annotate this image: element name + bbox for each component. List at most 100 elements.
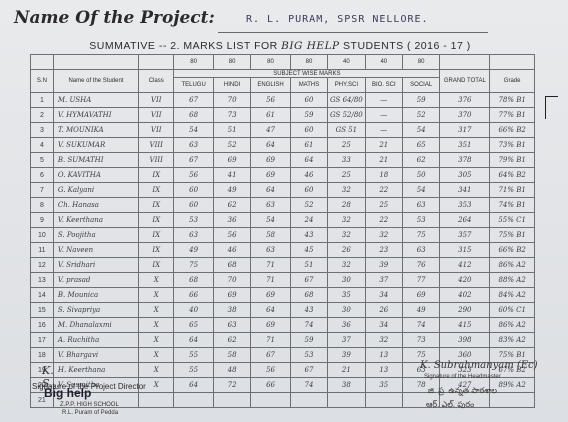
cell-name: O. KAVITHA: [52, 167, 140, 183]
cell-class: VIII: [138, 137, 175, 153]
cell-hindi: 62: [212, 197, 252, 213]
cell-english: 69: [250, 152, 291, 168]
cell-bio-sci: 21: [364, 152, 403, 168]
stamp-line-2: R.L. Puram of Pedda: [62, 410, 119, 416]
table-row: 16 M. Dhanalaxmi X 65 63 69 74 36 34 74 415 86% A2: [30, 317, 535, 333]
cell-hindi: 36: [212, 212, 252, 228]
cell-name: T. MOUNIKA: [52, 122, 140, 138]
cell-class: X: [138, 332, 175, 348]
cell-sn: 17: [30, 332, 54, 348]
cell-social: 59: [401, 92, 441, 108]
cell-telugu: 64: [173, 332, 214, 348]
cell-english: 64: [250, 137, 291, 153]
cell-maths: 59: [289, 107, 329, 123]
cell-class: IX: [138, 257, 175, 273]
cell-phy-sci: GS 51: [327, 122, 366, 138]
cell-bio-sci: 13: [364, 347, 403, 363]
table-row: 11 V. Naveen IX 49 46 63 45 26 23 63 315 66% B2: [30, 242, 535, 258]
cell-class: IX: [138, 167, 175, 183]
cell-phy-sci: 32: [327, 212, 366, 228]
cell-maths: 60: [289, 92, 329, 108]
cell-name: A. Ruchitha: [52, 332, 140, 348]
cell-telugu: 63: [173, 137, 214, 153]
cell-telugu: [173, 392, 214, 408]
cell-class: VII: [138, 92, 175, 108]
cell-name: B. SUMATHI: [52, 152, 140, 168]
col-header-name: Name of the Student: [52, 69, 140, 93]
headmaster-signature-block: K. Subrahmanyam (Ec) Signature of the He…: [418, 360, 558, 420]
project-name: R. L. PURAM, SPSR NELLORE.: [246, 14, 429, 25]
cell-maths: 67: [289, 362, 329, 378]
cell-telugu: 75: [173, 257, 214, 273]
director-signature-label: Signature of the Project Director: [32, 382, 146, 391]
cell-phy-sci: 26: [327, 242, 366, 258]
cell-phy-sci: 39: [327, 347, 366, 363]
cell-grand-total: 317: [439, 122, 491, 138]
cell-hindi: 70: [212, 272, 252, 288]
cell-hindi: 51: [212, 122, 252, 138]
cell-grade: 64% B2: [489, 167, 535, 183]
max-marks-hindi: 80: [212, 54, 252, 70]
col-header-sn: S.N: [30, 69, 54, 93]
cell-bio-sci: 23: [364, 242, 403, 258]
cell-bio-sci: [364, 392, 403, 408]
table-row: 8 Ch. Hanasa IX 60 62 63 52 28 25 63 353 74% B1: [30, 197, 535, 213]
cell-sn: 9: [30, 212, 54, 228]
cell-telugu: 54: [173, 122, 214, 138]
table-row: 4 V. SUKUMAR VIII 63 52 64 61 25 21 65 351 73% B1: [30, 137, 535, 153]
cell-social: 65: [401, 137, 441, 153]
cell-grade: 71% B1: [489, 182, 535, 198]
cell-name: V. Keerthana: [52, 212, 140, 228]
cell-hindi: 69: [212, 287, 252, 303]
cell-name: V. prasad: [52, 272, 140, 288]
table-row: 14 B. Mounica X 66 69 69 68 35 34 69 402 84% A2: [30, 287, 535, 303]
cell-class: VII: [138, 107, 175, 123]
cell-english: 69: [250, 287, 291, 303]
cell-bio-sci: 22: [364, 212, 403, 228]
cell-social: 63: [401, 242, 441, 258]
cell-phy-sci: 35: [327, 287, 366, 303]
cell-class: IX: [138, 227, 175, 243]
cell-social: 69: [401, 287, 441, 303]
cell-phy-sci: 30: [327, 302, 366, 318]
table-row: 10 S. Poojitha IX 63 56 58 43 32 32 75 357 75% B1: [30, 227, 535, 243]
cell-maths: 60: [289, 182, 329, 198]
col-header-hindi: HINDI: [212, 77, 252, 93]
cell-maths: 68: [289, 287, 329, 303]
table-row: 7 G. Kalyani IX 60 49 64 60 32 22 54 341 71% B1: [30, 182, 535, 198]
cell-grade: 55% C1: [489, 212, 535, 228]
summary-suffix: STUDENTS ( 2016 - 17 ): [339, 40, 471, 52]
cell-bio-sci: —: [364, 122, 403, 138]
col-header-grand-total: GRAND TOTAL: [439, 69, 491, 93]
cell-bio-sci: —: [364, 92, 403, 108]
cell-grade: 79% B1: [489, 152, 535, 168]
cell-bio-sci: 13: [364, 362, 403, 378]
cell-hindi: 70: [212, 92, 252, 108]
cell-name: Ch. Hanasa: [52, 197, 140, 213]
cell-english: 58: [250, 227, 291, 243]
cell-bio-sci: 32: [364, 227, 403, 243]
cell-name: V. Bhargavi: [52, 347, 140, 363]
max-marks-bio: 40: [364, 54, 403, 70]
cell-sn: 2: [30, 107, 54, 123]
project-title-row: Name Of the Project: R. L. PURAM, SPSR N…: [8, 6, 548, 33]
cell-sn: 12: [30, 257, 54, 273]
cell-name: B. Mounica: [52, 287, 140, 303]
cell-maths: 67: [289, 272, 329, 288]
cell-maths: 61: [289, 137, 329, 153]
table-row: 1 M. USHA VII 67 70 56 60 GS 64/80—59 376 78% B1: [30, 92, 535, 108]
cell-maths: 24: [289, 212, 329, 228]
cell-class: X: [138, 302, 175, 318]
cell-maths: 52: [289, 197, 329, 213]
cell-telugu: 55: [173, 362, 214, 378]
cell-sn: 8: [30, 197, 54, 213]
cell-sn: 5: [30, 152, 54, 168]
table-row: 6 O. KAVITHA IX 56 41 69 46 25 18 50 305 64% B2: [30, 167, 535, 183]
cell-english: 69: [250, 317, 291, 333]
cell-grand-total: 315: [439, 242, 491, 258]
cell-phy-sci: 30: [327, 272, 366, 288]
cell-grade: 84% A2: [489, 287, 535, 303]
cell-social: 74: [401, 317, 441, 333]
cell-social: 77: [401, 272, 441, 288]
